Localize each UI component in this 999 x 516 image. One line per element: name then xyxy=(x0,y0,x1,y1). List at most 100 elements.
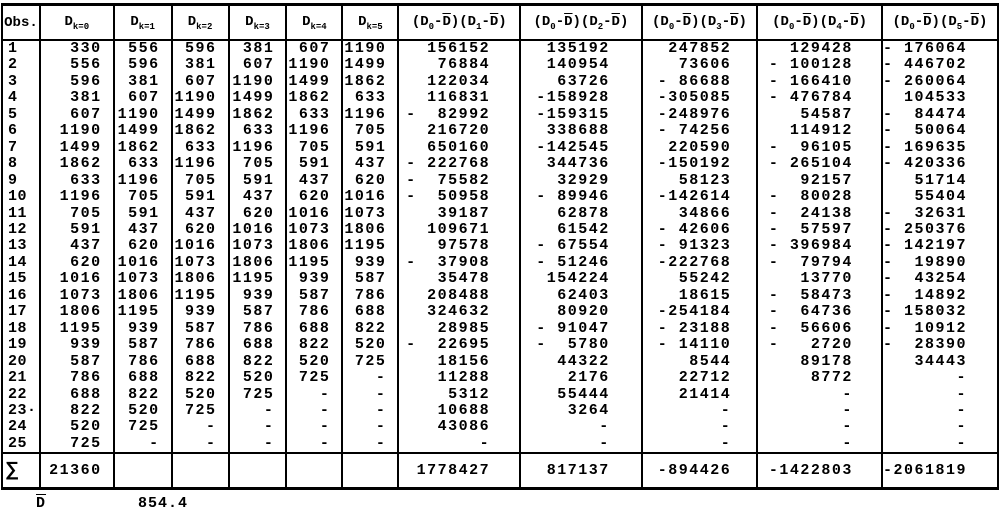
table-row: 23· 822 520 725- - -10688 3264- - - xyxy=(1,402,999,420)
cell-obs: 23· xyxy=(1,402,41,420)
cell-p1: 35478 xyxy=(397,271,522,288)
cell-p2: -158928 xyxy=(519,90,643,107)
sum-cell-d3 xyxy=(227,452,288,491)
cell-d2: 1016 xyxy=(170,238,230,255)
cell-d2: - xyxy=(170,435,230,454)
cell-d0: 620 xyxy=(38,254,115,272)
dbar-value: 854.4 xyxy=(138,495,189,512)
cell-d0: 822 xyxy=(38,402,115,420)
cell-p3: 220590 xyxy=(640,139,759,157)
cell-p3: - 23188 xyxy=(640,320,759,338)
cell-d3: 607 xyxy=(227,57,288,74)
cell-obs: 3 xyxy=(1,73,41,91)
column-header-d5: Dk=5 xyxy=(341,3,400,41)
cell-d1: 705 xyxy=(112,189,173,206)
cell-p4: - 476784 xyxy=(756,90,883,107)
cell-d0: 725 xyxy=(38,435,115,454)
cell-obs: 22 xyxy=(1,386,41,403)
cell-d3: - xyxy=(227,402,288,420)
cell-d4: 1806 xyxy=(285,238,344,255)
cell-p1: 43086 xyxy=(397,419,522,436)
cell-p2: 140954 xyxy=(519,57,643,74)
cell-p5: 55404 xyxy=(880,189,999,206)
cell-p5: - 28390 xyxy=(880,337,999,354)
cell-p5: 51714 xyxy=(880,172,999,190)
cell-d1: 1806 xyxy=(112,287,173,305)
cell-p5: - xyxy=(880,370,999,387)
cell-p5: - 260064 xyxy=(880,73,999,91)
cell-d0: 607 xyxy=(38,106,115,124)
cell-p3: 34866 xyxy=(640,205,759,222)
column-header-p5: (D0-D)(D5-D) xyxy=(880,3,999,41)
cell-p2: 62878 xyxy=(519,205,643,222)
cell-d5: - xyxy=(341,402,400,420)
table-row: 14 620 1016 1073 1806 1195 939- 37908- 51246 -2… xyxy=(1,254,999,272)
cell-p2: 344736 xyxy=(519,156,643,173)
cell-d5: - xyxy=(341,386,400,403)
cell-p2: - 5780 xyxy=(519,337,643,354)
cell-d4: - xyxy=(285,402,344,420)
cell-d1: 1499 xyxy=(112,123,173,140)
cell-p2: - xyxy=(519,419,643,436)
cell-p4: - 57597 xyxy=(756,221,883,239)
cell-p2: 63726 xyxy=(519,73,643,91)
cell-p4: - 24138 xyxy=(756,205,883,222)
cell-d4: 1195 xyxy=(285,254,344,272)
cell-d0: 556 xyxy=(38,57,115,74)
cell-d5: 437 xyxy=(341,156,400,173)
cell-p4: - 265104 xyxy=(756,156,883,173)
cell-d2: - xyxy=(170,419,230,436)
cell-p5: - 250376 xyxy=(880,221,999,239)
table-row: 21 786 688 822 520 725-11288 2176 22712 8772- xyxy=(1,370,999,387)
cell-d4: 520 xyxy=(285,353,344,371)
cell-d5: 1806 xyxy=(341,221,400,239)
cell-obs: 10 xyxy=(1,189,41,206)
cell-p2: -142545 xyxy=(519,139,643,157)
cell-p1: 18156 xyxy=(397,353,522,371)
table-row: 13 437 620 1016 1073 1806 1195 97578- 67554- 91… xyxy=(1,238,999,255)
cell-d1: 607 xyxy=(112,90,173,107)
cell-d2: 1499 xyxy=(170,106,230,124)
cell-p4: - 100128 xyxy=(756,57,883,74)
cell-d0: 1499 xyxy=(38,139,115,157)
cell-d1: 556 xyxy=(112,40,173,58)
table-row: 6 1190 1499 1862 633 1196 705 216720 338688- 742… xyxy=(1,123,999,140)
cell-obs: 5 xyxy=(1,106,41,124)
cell-d4: 587 xyxy=(285,287,344,305)
cell-p4: 13770 xyxy=(756,271,883,288)
cell-d1: 688 xyxy=(112,370,173,387)
cell-p5: - 19890 xyxy=(880,254,999,272)
column-header-d4: Dk=4 xyxy=(285,3,344,41)
table-row: 3 596 381 607 1190 1499 1862 122034 63726- 86688… xyxy=(1,73,999,91)
cell-d0: 939 xyxy=(38,337,115,354)
cell-d5: 620 xyxy=(341,172,400,190)
cell-d0: 587 xyxy=(38,353,115,371)
cell-d0: 1806 xyxy=(38,304,115,321)
cell-d1: 381 xyxy=(112,73,173,91)
table-row: 20 587 786 688 822 520 725 18156 44322 8544 89178 3… xyxy=(1,353,999,371)
column-header-d1: Dk=1 xyxy=(112,3,173,41)
cell-p2: 55444 xyxy=(519,386,643,403)
cell-d2: 587 xyxy=(170,320,230,338)
cell-d0: 1195 xyxy=(38,320,115,338)
cell-p2: -159315 xyxy=(519,106,643,124)
table-row: 9 633 1196 705 591 437 620- 75582 32929 58123 921… xyxy=(1,172,999,190)
cell-p3: -254184 xyxy=(640,304,759,321)
cell-d2: 437 xyxy=(170,205,230,222)
cell-d3: 688 xyxy=(227,337,288,354)
table-row: 4 381 607 1190 1499 1862 633 116831 -158928 -3050… xyxy=(1,90,999,107)
cell-p1: 116831 xyxy=(397,90,522,107)
cell-d4: 1862 xyxy=(285,90,344,107)
cell-p2: 135192 xyxy=(519,40,643,58)
cell-d1: 591 xyxy=(112,205,173,222)
cell-d0: 1073 xyxy=(38,287,115,305)
cell-d3: 939 xyxy=(227,287,288,305)
cell-p4: - xyxy=(756,402,883,420)
cell-obs: 18 xyxy=(1,320,41,338)
cell-p1: 216720 xyxy=(397,123,522,140)
cell-p5: - 142197 xyxy=(880,238,999,255)
cell-p3: - 74256 xyxy=(640,123,759,140)
cell-d2: 607 xyxy=(170,73,230,91)
cell-d2: 688 xyxy=(170,353,230,371)
